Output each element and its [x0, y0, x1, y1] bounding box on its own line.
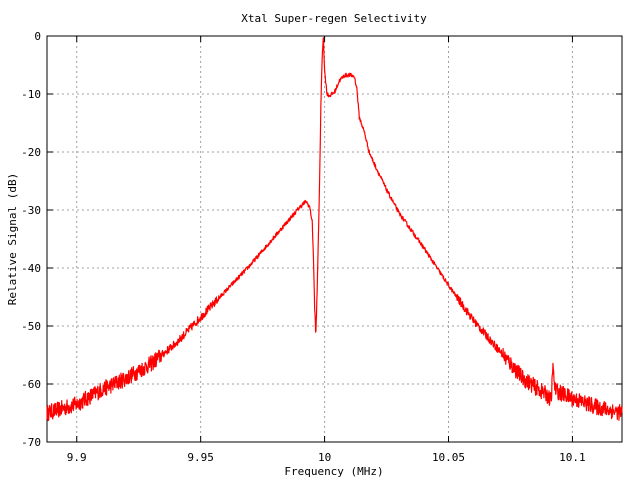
x-tick-label: 10: [318, 451, 331, 464]
plot-area: [46, 37, 623, 422]
axis-ticks: [47, 35, 622, 443]
chart-title: Xtal Super-regen Selectivity: [241, 12, 427, 25]
y-axis-label: Relative Signal (dB): [6, 173, 19, 305]
x-tick-label: 9.9: [67, 451, 87, 464]
y-tick-label: -10: [21, 88, 41, 101]
x-tick-label: 10.05: [432, 451, 465, 464]
series-line: [46, 37, 623, 422]
grid-lines: [47, 36, 622, 442]
x-axis-label: Frequency (MHz): [284, 465, 383, 478]
tick-labels: 0 -10 -20 -30 -40 -50 -60 -70 9.9 9.95 10 10.05 10.1: [21, 30, 586, 464]
y-tick-label: -40: [21, 262, 41, 275]
y-tick-label: -30: [21, 204, 41, 217]
x-tick-label: 9.95: [187, 451, 214, 464]
y-tick-label: 0: [34, 30, 41, 43]
y-tick-label: -50: [21, 320, 41, 333]
x-tick-label: 10.1: [559, 451, 586, 464]
y-tick-label: -60: [21, 378, 41, 391]
y-tick-label: -20: [21, 146, 41, 159]
y-tick-label: -70: [21, 436, 41, 449]
plot-frame: [46, 35, 623, 443]
